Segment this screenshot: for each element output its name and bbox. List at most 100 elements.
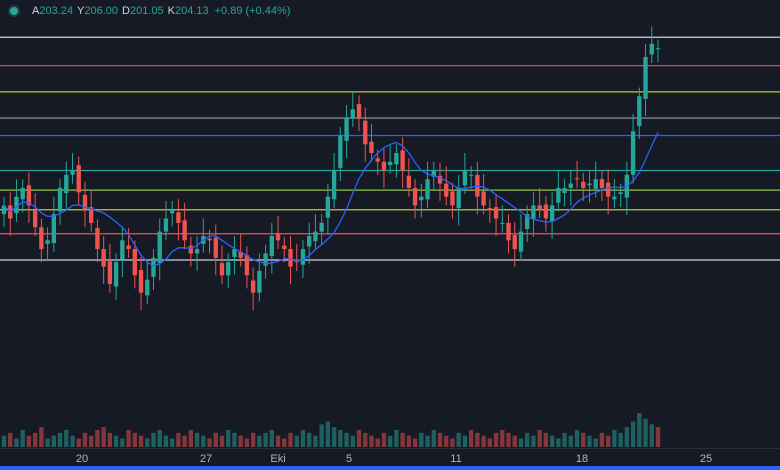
candle-body [120, 240, 125, 260]
volume-bar [481, 435, 486, 447]
candle-body [219, 263, 225, 276]
volume-bar [45, 438, 50, 447]
candle-body [419, 196, 424, 201]
candle-body [132, 249, 137, 276]
x-tick-label: 27 [199, 453, 213, 465]
volume-bar [493, 432, 499, 447]
candle-body [574, 178, 580, 180]
candle-body [331, 170, 337, 200]
candle-body [244, 255, 250, 276]
candle-body [250, 280, 256, 293]
volume-bar [300, 430, 306, 447]
candle-body [151, 257, 156, 278]
candle-body [51, 214, 57, 243]
candle-body [101, 249, 106, 267]
volume-bar [269, 430, 275, 447]
candle-body [487, 208, 493, 210]
volume-bar [101, 427, 106, 447]
candle-body [169, 209, 175, 214]
volume-bar [176, 432, 181, 447]
volume-bar [325, 421, 331, 447]
candle-body [145, 279, 150, 296]
candle-body [630, 131, 636, 175]
candle-body [194, 249, 200, 254]
ohlc-legend: A203.24 Y206.00 D201.05 K204.13 +0.89 (+… [0, 0, 780, 22]
volume-bar [525, 432, 530, 447]
candle-body [57, 187, 63, 212]
volume-bar [549, 435, 555, 447]
x-tick-label: 11 [450, 453, 462, 465]
volume-bar [263, 432, 268, 447]
candle-body [612, 196, 617, 200]
moving-average [3, 132, 659, 267]
change-value: +0.89 (+0.44%) [214, 5, 291, 17]
volume-bar [475, 432, 480, 447]
candle-body [506, 222, 511, 241]
candle-body [64, 174, 69, 194]
volume-bar [238, 435, 243, 447]
volume-bar [350, 435, 355, 447]
candle-body [406, 175, 412, 188]
volume-bar [145, 438, 150, 447]
volume-bar [344, 432, 349, 447]
candle-body [456, 187, 461, 209]
volume-bar [593, 438, 598, 447]
volume-bar [226, 430, 231, 447]
volume-bar [70, 435, 75, 447]
candle-body [387, 161, 393, 166]
volume-bar [288, 432, 293, 447]
candle-body [450, 191, 455, 206]
volume-bar [425, 435, 430, 447]
candle-body [468, 174, 474, 176]
candle-body [375, 158, 380, 162]
volume-bar [257, 435, 262, 447]
low-value: D201.05 [122, 5, 164, 17]
volume-bar [232, 432, 237, 447]
candle-body [82, 194, 88, 210]
volume-bar [624, 427, 630, 447]
volume-bar [151, 432, 156, 447]
candle-body [76, 165, 81, 193]
volume-bar [387, 435, 393, 447]
candle-body [363, 120, 368, 145]
volume-bar [456, 432, 461, 447]
volume-bar [213, 432, 218, 447]
volume-bar [207, 438, 212, 447]
volume-bar [419, 432, 424, 447]
candle-body [20, 187, 25, 200]
candle-body [512, 235, 517, 250]
candle-body [581, 181, 586, 188]
candle-body [431, 170, 436, 177]
volume-bar [568, 435, 573, 447]
moving-average-line [3, 132, 659, 267]
candle-body [213, 237, 218, 258]
status-dot-icon [10, 7, 18, 15]
volume-bar [244, 438, 250, 447]
volume-bar [194, 432, 200, 447]
candle-body [525, 214, 530, 229]
x-tick-label: 18 [575, 453, 589, 465]
candle-body [481, 191, 486, 206]
volume-bar [250, 432, 256, 447]
volume-bar [637, 413, 642, 447]
candle-body [350, 109, 355, 119]
volume-bar [107, 432, 113, 447]
candle-body [45, 240, 50, 244]
volume-bar [531, 435, 536, 447]
volume-bar [126, 430, 131, 447]
volume-bar [500, 430, 505, 447]
candle-body [1, 205, 7, 215]
candle-body [294, 261, 299, 263]
volume-bar [537, 430, 542, 447]
candle-body [113, 262, 119, 287]
volume-bar [26, 435, 32, 447]
candle-body [369, 141, 374, 153]
volume-bar [412, 438, 418, 447]
volume-bar [219, 435, 225, 447]
volume-bar [394, 430, 399, 447]
candle-body [288, 249, 293, 267]
volume-bar [157, 430, 162, 447]
candle-body [655, 48, 661, 50]
volume-bar [138, 435, 144, 447]
